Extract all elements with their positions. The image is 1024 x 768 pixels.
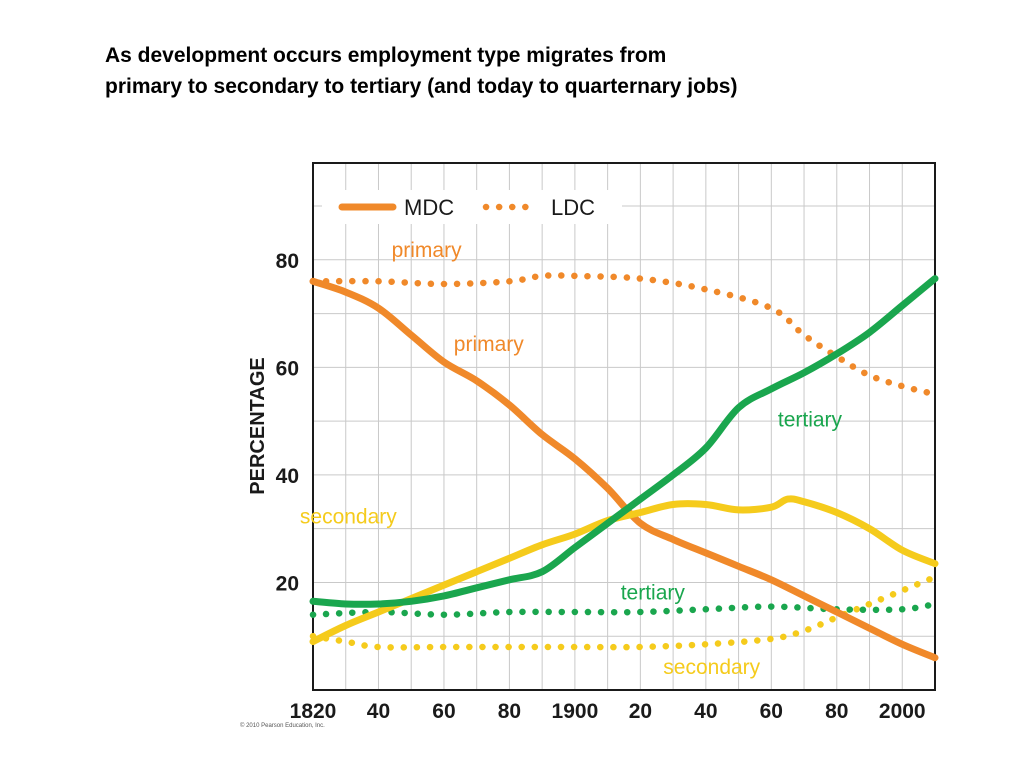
x-tick-label: 80 bbox=[498, 700, 521, 723]
plot-frame bbox=[312, 162, 936, 691]
x-tick-label: 40 bbox=[694, 700, 717, 723]
x-tick-label: 2000 bbox=[879, 700, 926, 723]
x-tick-label: 80 bbox=[825, 700, 848, 723]
y-axis-label: PERCENTAGE bbox=[247, 357, 269, 494]
ldc-secondary-line bbox=[309, 573, 939, 651]
x-tick-label: 1820 bbox=[290, 700, 337, 723]
legend: MDC LDC bbox=[322, 190, 622, 224]
slide-title: As development occurs employment type mi… bbox=[105, 40, 965, 102]
mdc-tertiary-line bbox=[309, 275, 939, 608]
y-tick-label: 80 bbox=[276, 250, 299, 273]
slide-title-line-2: primary to secondary to tertiary (and to… bbox=[105, 75, 738, 98]
slide-title-line-1: As development occurs employment type mi… bbox=[105, 44, 667, 67]
mdc-secondary-line bbox=[309, 495, 939, 646]
legend-label-ldc: LDC bbox=[551, 195, 595, 220]
series-label-tertiary: tertiary bbox=[621, 582, 686, 605]
ldc-primary-line bbox=[309, 272, 939, 398]
copyright-text: © 2010 Pearson Education, Inc. bbox=[240, 722, 325, 729]
x-tick-label: 1900 bbox=[552, 700, 599, 723]
series-label-secondary: secondary bbox=[663, 656, 760, 679]
y-tick-label: 60 bbox=[276, 357, 299, 380]
mdc-primary-line bbox=[309, 277, 939, 662]
y-tick-label: 40 bbox=[276, 465, 299, 488]
series-label-tertiary: tertiary bbox=[778, 409, 843, 432]
x-tick-label: 60 bbox=[432, 700, 455, 723]
series-label-primary: primary bbox=[392, 239, 463, 262]
x-tick-label: 40 bbox=[367, 700, 390, 723]
ldc-tertiary-line bbox=[309, 600, 939, 618]
x-tick-label: 60 bbox=[760, 700, 783, 723]
axes: 1820 40 60 80 1900 20 40 60 80 2000 20 40 60 80 PERCEN… bbox=[247, 250, 926, 723]
annotation-group: primary primary tertiary secondary tertiary s… bbox=[300, 239, 843, 679]
legend-label-mdc: MDC bbox=[404, 195, 454, 220]
y-tick-label: 20 bbox=[276, 572, 299, 595]
series-group bbox=[309, 272, 939, 662]
x-tick-label: 20 bbox=[629, 700, 652, 723]
series-label-secondary: secondary bbox=[300, 505, 397, 528]
series-label-primary: primary bbox=[454, 333, 525, 356]
